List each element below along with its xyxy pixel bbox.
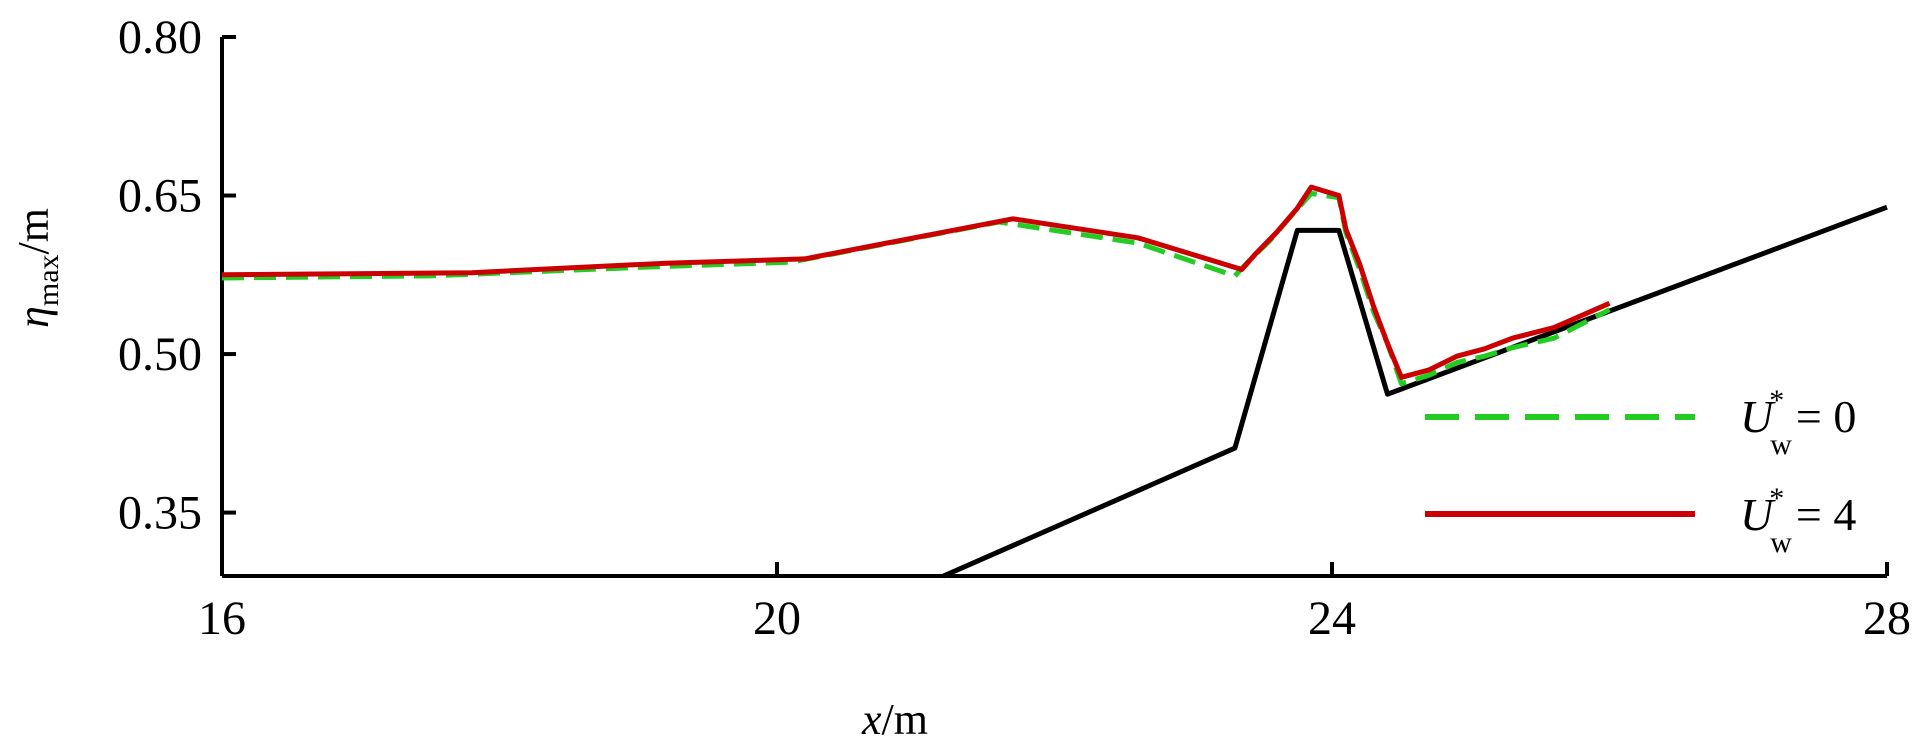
y-tick-label: 0.80 <box>118 11 202 64</box>
legend: U* w= 0 U* w= 4 <box>1425 384 1856 559</box>
legend-solid-value: = 4 <box>1796 489 1856 540</box>
series-line-solid <box>221 184 1611 380</box>
ticks: 0.35 0.50 0.65 0.80 16 20 24 28 <box>118 11 1911 645</box>
legend-dashed-sub: w <box>1770 428 1792 461</box>
x-axis-label: x/m <box>861 695 928 741</box>
y-axis-label-unit: /m <box>9 208 58 254</box>
y-axis-label-sub: max <box>32 254 65 306</box>
x-tick-label: 20 <box>753 592 801 645</box>
legend-entry-dashed: U* w= 0 <box>1740 384 1856 461</box>
legend-dashed-value: = 0 <box>1796 391 1856 442</box>
y-axis-label: ηmax/m <box>9 208 65 328</box>
x-tick-label: 16 <box>198 592 246 645</box>
y-tick-label: 0.50 <box>118 328 202 381</box>
legend-dashed-sym: U <box>1740 391 1776 442</box>
y-axis-label-var: η <box>9 306 58 328</box>
series-line-dashed <box>221 190 1611 387</box>
legend-dashed-sup: * <box>1769 384 1784 417</box>
legend-entry-solid: U* w= 4 <box>1740 482 1856 559</box>
y-tick-label: 0.65 <box>118 170 202 223</box>
x-tick-label: 24 <box>1308 592 1356 645</box>
x-axis-label-var: x <box>861 695 882 741</box>
x-tick-label: 28 <box>1863 592 1911 645</box>
legend-solid-sym: U <box>1740 489 1776 540</box>
x-axis-label-unit: /m <box>882 695 928 741</box>
legend-solid-sub: w <box>1770 526 1792 559</box>
series-group <box>221 184 1888 579</box>
legend-solid-sup: * <box>1769 482 1784 515</box>
y-tick-label: 0.35 <box>118 487 202 540</box>
axes <box>220 37 1887 578</box>
series-line-bathymetry <box>942 204 1888 579</box>
